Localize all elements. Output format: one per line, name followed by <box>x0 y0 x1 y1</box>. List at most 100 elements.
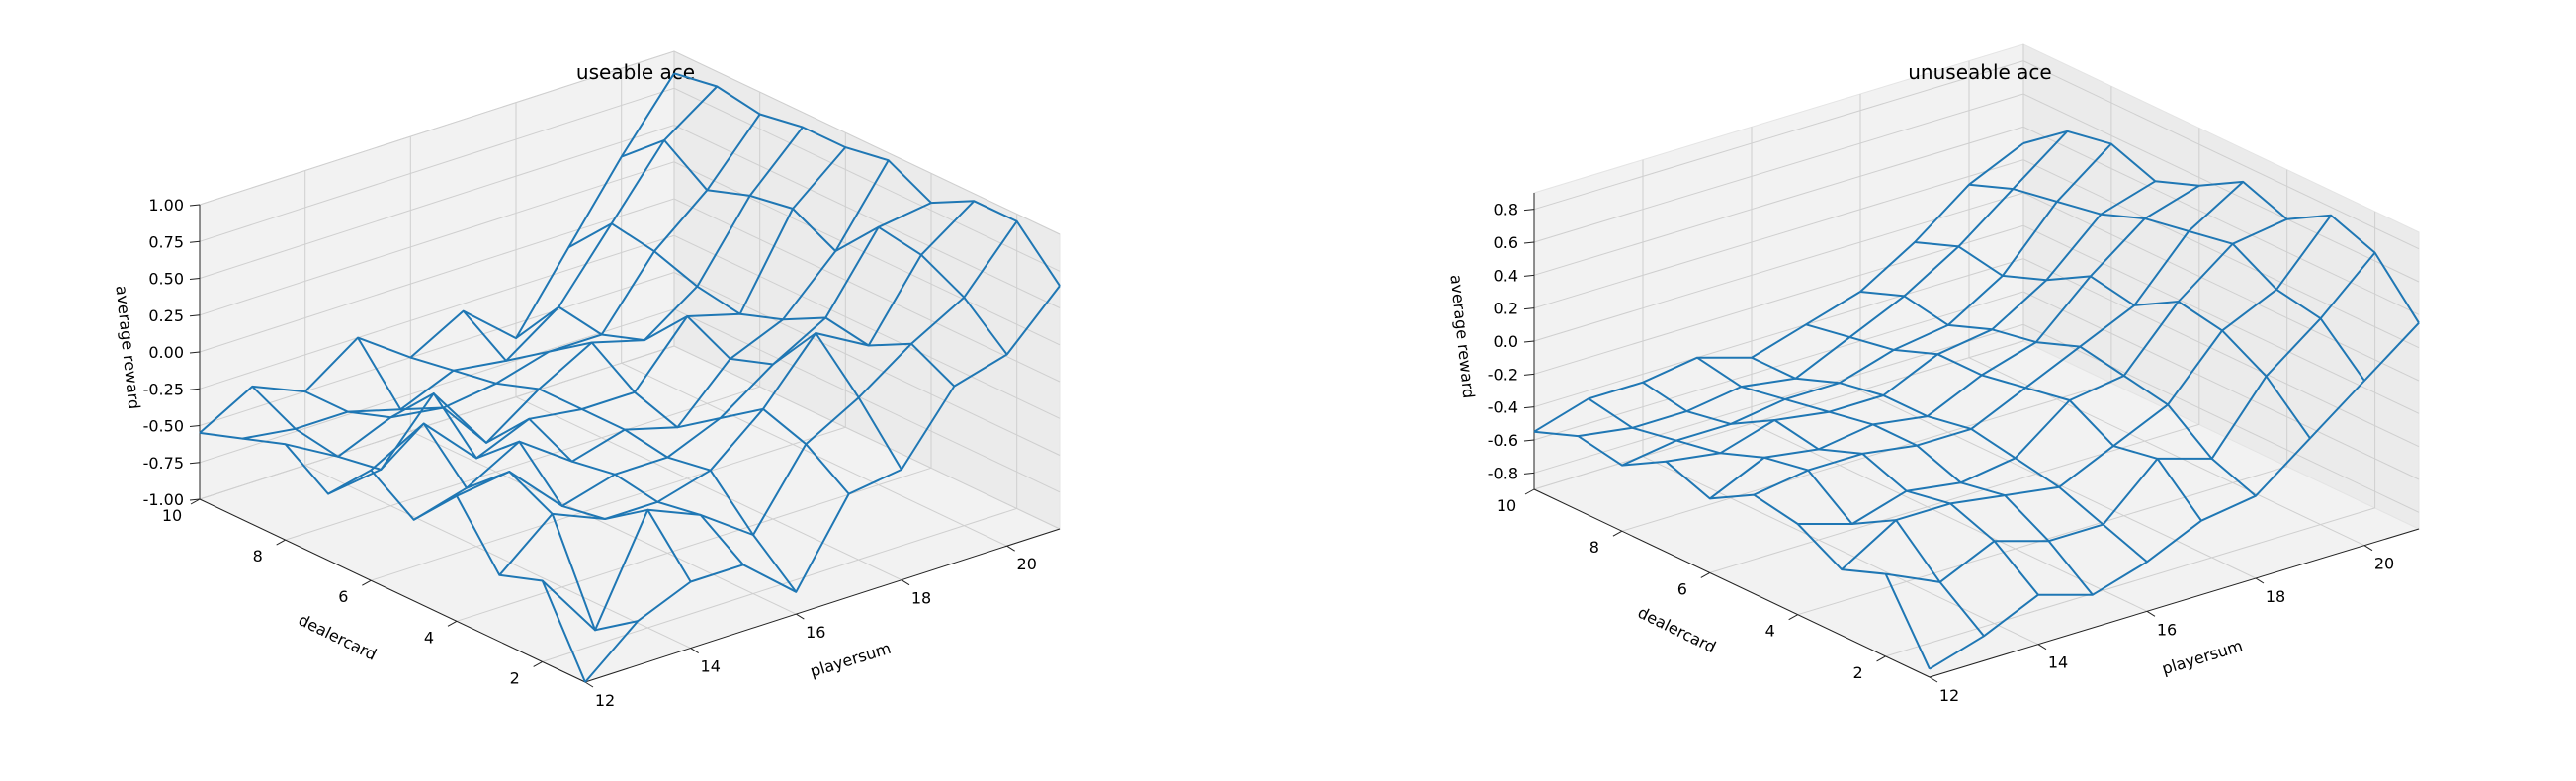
z-tick-mark <box>1523 209 1535 212</box>
z-tick-label: 0.25 <box>148 306 184 325</box>
z-tick-label: -1.00 <box>143 490 184 509</box>
x-axis-line <box>199 498 586 683</box>
z-tick-label: -0.8 <box>1488 464 1518 482</box>
wire-row-line <box>1914 241 2311 439</box>
gridline-z <box>199 161 1061 346</box>
x-tick-label: 10 <box>162 506 182 525</box>
y-tick-label: 14 <box>2048 653 2068 672</box>
z-tick-label: -0.50 <box>143 417 184 436</box>
plot-useable-ace: 2 4 6 8 10 12 14 16 18 20 -1.00 -0.75 -0.50 -0.25 0.00… <box>112 50 1062 710</box>
wire-row-line <box>1859 291 2257 497</box>
y-tick-mark <box>796 613 805 620</box>
y-tick-mark <box>901 579 910 586</box>
gridline-z <box>199 345 1061 530</box>
x-tick-mark <box>1788 614 1798 621</box>
z-tick-label: 0.8 <box>1494 201 1518 219</box>
y-tick-mark <box>2255 577 2265 584</box>
wire-column-line <box>1797 217 2288 525</box>
x-tick-label: 8 <box>253 547 263 565</box>
wire-column-line <box>199 72 675 434</box>
wire-row-line <box>1696 356 2094 596</box>
y-tick-mark <box>2146 610 2156 617</box>
wire-column-line <box>1841 215 2332 570</box>
wire-row-line <box>621 138 1008 356</box>
wire-row-line <box>567 222 956 388</box>
x-tick-label: 4 <box>424 628 434 647</box>
x-tick-mark <box>362 579 372 586</box>
wire-column-line <box>498 200 976 576</box>
z-tick-label: -0.4 <box>1488 398 1518 417</box>
z-tick-mark <box>189 425 201 427</box>
y-tick-label: 12 <box>595 691 615 710</box>
x-tick-mark <box>1700 572 1711 578</box>
z-tick-mark <box>1523 472 1535 475</box>
z-tick-label: 0.2 <box>1494 300 1518 318</box>
z-tick-label: 0.50 <box>148 270 184 289</box>
wire-row-line <box>251 386 639 632</box>
gridline-z <box>199 50 1061 235</box>
gridline-z <box>199 271 1061 456</box>
wire-row-line <box>462 309 850 495</box>
gridline-z <box>199 124 1061 308</box>
z-tick-mark <box>189 240 201 243</box>
z-tick-mark <box>1523 406 1535 409</box>
chart-title: unuseable ace <box>1908 60 2051 84</box>
x-tick-mark <box>190 498 201 505</box>
x-tick-mark <box>533 661 543 667</box>
x-tick-label: 8 <box>1589 538 1599 557</box>
plot-unuseable-ace: 2 4 6 8 10 12 14 16 18 20 -0.8 -0.6 -0.4 -0.2 0.0 0.2 0.… <box>1446 43 2421 705</box>
gridline-z <box>199 198 1061 383</box>
wire-row-line <box>1642 381 2039 596</box>
y-tick-label: 20 <box>2374 555 2394 573</box>
wireframe-surface <box>199 72 1061 683</box>
wire-column-line <box>584 285 1061 683</box>
z-tick-label: 0.6 <box>1494 233 1518 252</box>
gridline-x <box>1709 128 2200 573</box>
x-tick-label: 6 <box>1677 579 1687 598</box>
wire-row-line <box>1968 183 2365 382</box>
x-tick-label: 2 <box>510 668 520 687</box>
wire-column-line <box>413 159 890 521</box>
wire-row-line <box>1805 323 2202 522</box>
y-tick-label: 12 <box>1939 686 1959 705</box>
z-tick-mark <box>1523 274 1535 277</box>
wire-row-line <box>1751 356 2148 564</box>
y-tick-label: 20 <box>1017 555 1037 573</box>
z-tick-label: -0.75 <box>143 454 184 473</box>
x-tick-label: 10 <box>1497 496 1516 515</box>
gridline-z <box>1533 291 2420 480</box>
x-axis-line <box>1533 488 1931 678</box>
y-tick-mark <box>1929 676 1938 683</box>
y-axis-label: playersum <box>2160 636 2245 678</box>
z-tick-label: 1.00 <box>148 196 184 215</box>
y-tick-mark <box>584 681 594 688</box>
y-axis-line <box>1929 528 2420 678</box>
z-tick-mark <box>1523 340 1535 343</box>
z-tick-mark <box>189 204 201 207</box>
wire-row-line <box>199 431 586 683</box>
gridline-z <box>199 87 1061 272</box>
z-tick-mark <box>1523 439 1535 442</box>
y-axis-line <box>584 528 1061 683</box>
z-tick-mark <box>1523 373 1535 376</box>
gridline-z <box>1533 126 2420 315</box>
gridline-y <box>1751 127 2148 612</box>
gridline-z <box>1533 159 2420 349</box>
z-tick-label: -0.25 <box>143 380 184 398</box>
wire-column-line <box>285 113 761 458</box>
gridline-x <box>1885 211 2376 657</box>
x-tick-label: 6 <box>338 587 348 606</box>
gridline-z <box>1533 224 2420 414</box>
wire-row-line <box>2022 130 2420 324</box>
x-tick-mark <box>276 539 286 546</box>
wire-column-line <box>370 146 847 472</box>
z-tick-label: -0.6 <box>1488 431 1518 450</box>
wire-column-line <box>1885 251 2376 583</box>
x-tick-mark <box>1524 488 1535 495</box>
y-tick-label: 18 <box>911 589 931 608</box>
wire-row-line <box>515 305 902 471</box>
gridline-z <box>1533 60 2420 250</box>
wire-row-line <box>673 72 1061 287</box>
wire-row-line <box>1533 430 1931 670</box>
